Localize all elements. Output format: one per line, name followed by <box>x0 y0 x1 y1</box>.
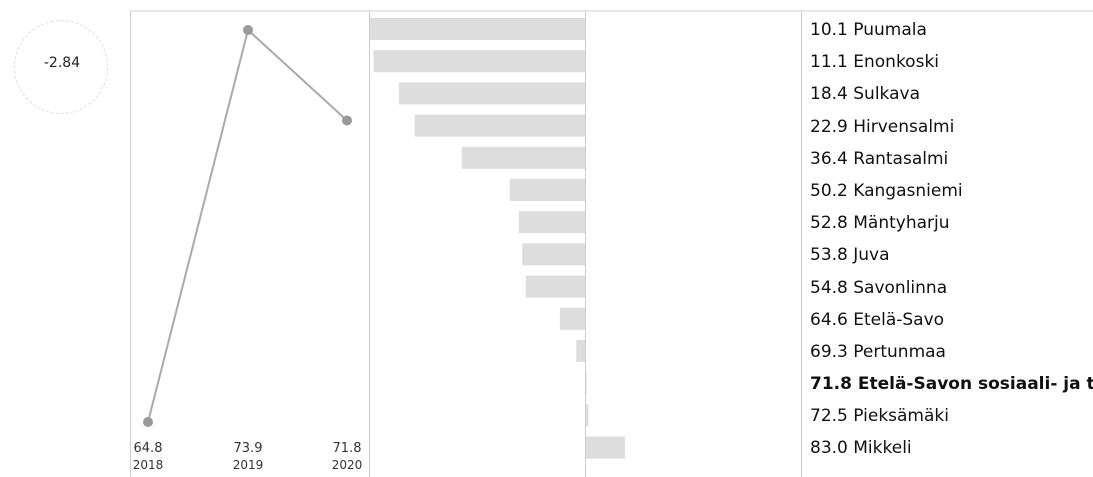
trend-value-label-2019: 73.9 <box>234 441 263 456</box>
bar-7 <box>518 211 585 234</box>
ranking-item: 69.3 Pertunmaa <box>810 341 946 362</box>
change-value: -2.84 <box>43 55 81 71</box>
bar-13 <box>586 404 589 427</box>
bar-4 <box>414 114 585 137</box>
trend-value-label-2020: 71.8 <box>333 441 362 456</box>
bar-10 <box>559 307 585 330</box>
change-indicator: -2.84 <box>14 20 108 114</box>
bar-12 <box>586 372 587 395</box>
bar-2 <box>373 50 585 73</box>
ranking-item: 83.0 Mikkeli <box>810 438 912 459</box>
trend-chart: 64.8 2018 73.9 2019 71.8 2020 <box>133 25 363 472</box>
ranking-item: 53.8 Juva <box>810 245 890 266</box>
ranking-item: 72.5 Pieksämäki <box>810 406 949 427</box>
trend-year-label-2020: 2020 <box>332 458 363 472</box>
trend-point-2019 <box>243 25 253 35</box>
ranking-item: 36.4 Rantasalmi <box>810 148 949 169</box>
trend-year-label-2019: 2019 <box>233 458 264 472</box>
ranking-item: 22.9 Hirvensalmi <box>810 116 955 137</box>
trend-point-2018 <box>143 417 153 427</box>
bar-5 <box>461 146 585 169</box>
ranking-item: 52.8 Mäntyharju <box>810 213 950 234</box>
bar-8 <box>522 243 585 266</box>
trend-year-label-2018: 2018 <box>133 458 164 472</box>
bar-9 <box>525 275 585 298</box>
trend-line <box>147 28 348 423</box>
ranking-item: 64.6 Etelä-Savo <box>810 309 945 330</box>
bar-3 <box>398 82 585 105</box>
ranking-item: 10.1 Puumala <box>810 20 927 40</box>
comparison-bar-chart <box>370 18 626 459</box>
trend-value-label-2018: 64.8 <box>134 441 163 456</box>
bar-6 <box>509 179 585 201</box>
ranking-item: 11.1 Enonkoski <box>810 52 940 73</box>
bar-11 <box>576 340 585 362</box>
ranking-item: 71.8 Etelä-Savon sosiaali- ja terveyspii… <box>810 374 1093 395</box>
bar-14 <box>586 436 626 459</box>
ranking-list: 10.1 Puumala 11.1 Enonkoski 18.4 Sulkava 22… <box>810 14 1093 465</box>
ranking-item: 50.2 Kangasniemi <box>810 180 963 201</box>
ranking-item: 54.8 Savonlinna <box>810 277 948 298</box>
bar-1 <box>370 18 585 40</box>
ranking-item: 18.4 Sulkava <box>810 84 920 105</box>
trend-point-2020 <box>342 115 352 126</box>
